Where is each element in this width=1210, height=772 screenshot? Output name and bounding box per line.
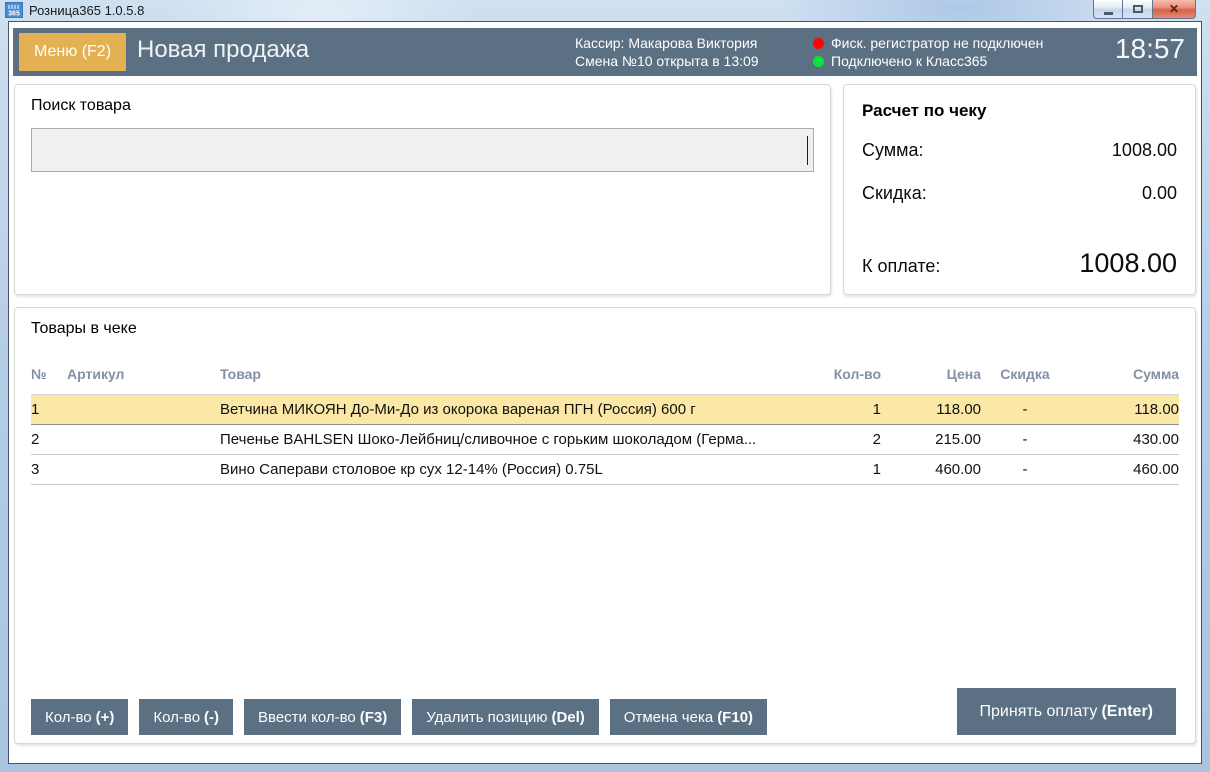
titlebar-left: 365 Розница365 1.0.5.8 — [5, 2, 144, 18]
window-title: Розница365 1.0.5.8 — [29, 2, 145, 18]
maximize-button[interactable] — [1123, 0, 1152, 19]
cell-sum: 430.00 — [1133, 431, 1179, 448]
status-indicators: Фиск. регистратор не подключен Подключен… — [813, 34, 1043, 70]
cell-sum: 460.00 — [1133, 461, 1179, 478]
cell-article — [67, 425, 220, 455]
close-icon: ✕ — [1168, 2, 1180, 16]
col-sum: Сумма — [1069, 354, 1179, 395]
cell-price: 118.00 — [881, 394, 981, 425]
close-button[interactable]: ✕ — [1152, 0, 1196, 19]
cancel-receipt-label: Отмена чека — [623, 708, 714, 726]
enter-qty-key: (F3) — [359, 708, 388, 726]
top-row: Поиск товара Расчет по чеку Сумма: 1008.… — [14, 84, 1196, 295]
qty-plus-button[interactable]: Кол-во (+) — [31, 699, 129, 735]
cell-product: Печенье BAHLSEN Шоко-Лейбниц/сливочное с… — [220, 431, 757, 448]
qty-plus-key: (+) — [95, 708, 115, 726]
cell-discount: - — [1022, 431, 1028, 448]
col-qty: Кол-во — [791, 354, 881, 395]
accept-payment-key: (Enter) — [1101, 702, 1153, 720]
col-product: Товар — [220, 354, 791, 395]
col-article: Артикул — [67, 354, 220, 395]
minimize-button[interactable] — [1093, 0, 1123, 19]
sum-value: 1008.00 — [1111, 140, 1177, 160]
cell-product: Вино Саперави столовое кр сух 12-14% (Ро… — [220, 461, 603, 478]
maximize-icon — [1132, 5, 1143, 13]
minimize-icon — [1103, 12, 1113, 15]
discount-label: Скидка: — [862, 183, 927, 203]
page-title: Новая продажа — [137, 36, 310, 63]
status-green-dot-icon — [813, 55, 824, 67]
text-caret — [807, 136, 808, 165]
cancel-receipt-button[interactable]: Отмена чека (F10) — [609, 699, 768, 735]
accept-payment-label: Принять оплату — [979, 702, 1098, 720]
cell-article — [67, 455, 220, 485]
product-search-panel: Поиск товара — [14, 84, 831, 295]
table-row[interactable]: 1 Ветчина МИКОЯН До-Ми-До из окорока вар… — [31, 394, 1179, 425]
svg-text:365: 365 — [8, 11, 20, 18]
cell-num: 2 — [31, 431, 40, 448]
table-row[interactable]: 3 Вино Саперави столовое кр сух 12-14% (… — [31, 455, 1179, 485]
table-row[interactable]: 2 Печенье BAHLSEN Шоко-Лейбниц/сливочное… — [31, 425, 1179, 455]
sum-label: Сумма: — [862, 140, 924, 160]
receipt-items-panel: Товары в чеке № Артикул Товар Кол-во Цен… — [14, 307, 1196, 744]
fiscal-status-label: Фиск. регистратор не подключен — [831, 35, 1044, 51]
titlebar[interactable]: 365 Розница365 1.0.5.8 ✕ — [0, 0, 1210, 22]
cancel-receipt-key: (F10) — [717, 708, 754, 726]
enter-qty-button[interactable]: Ввести кол-во (F3) — [244, 699, 402, 735]
col-price: Цена — [881, 354, 981, 395]
items-table: № Артикул Товар Кол-во Цена Скидка Сумма… — [31, 354, 1179, 485]
cell-qty: 1 — [872, 461, 881, 478]
cashier-name: Кассир: Макарова Виктория — [575, 35, 758, 51]
cell-num: 1 — [31, 394, 67, 425]
status-red-dot-icon — [813, 37, 824, 49]
cashier-info: Кассир: Макарова Виктория Смена №10 откр… — [575, 34, 759, 70]
app-icon: 365 — [5, 2, 23, 18]
qty-minus-button[interactable]: Кол-во (-) — [139, 699, 234, 735]
shift-info: Смена №10 открыта в 13:09 — [575, 53, 759, 69]
window-controls: ✕ — [1093, 0, 1196, 19]
qty-minus-key: (-) — [204, 708, 220, 726]
cell-price: 215.00 — [935, 431, 981, 448]
discount-value: 0.00 — [1141, 183, 1177, 203]
discount-row: Скидка: 0.00 — [862, 183, 1177, 204]
delete-position-key: (Del) — [551, 708, 585, 726]
cell-num: 3 — [31, 461, 40, 478]
accept-payment-button[interactable]: Принять оплату (Enter) — [956, 688, 1176, 735]
fiscal-status: Фиск. регистратор не подключен — [813, 34, 1043, 52]
cell-qty: 2 — [872, 431, 881, 448]
cell-qty: 1 — [791, 394, 881, 425]
enter-qty-label: Ввести кол-во — [258, 708, 356, 726]
clock: 18:57 — [1114, 33, 1185, 64]
delete-position-label: Удалить позицию — [426, 708, 548, 726]
calc-panel-title: Расчет по чеку — [862, 101, 987, 120]
cell-discount: - — [981, 394, 1069, 425]
cell-product: Ветчина МИКОЯН До-Ми-До из окорока варен… — [220, 394, 791, 425]
total-row: К оплате: 1008.00 — [862, 248, 1177, 279]
cell-sum: 118.00 — [1069, 394, 1179, 425]
qty-minus-label: Кол-во — [153, 708, 201, 726]
client-area: Меню (F2) Новая продажа Кассир: Макарова… — [8, 21, 1202, 764]
qty-plus-label: Кол-во — [45, 708, 92, 726]
cell-article — [67, 394, 220, 425]
items-table-header: № Артикул Товар Кол-во Цена Скидка Сумма — [31, 354, 1179, 395]
cell-price: 460.00 — [935, 461, 981, 478]
delete-position-button[interactable]: Удалить позицию (Del) — [412, 699, 599, 735]
receipt-calc-panel: Расчет по чеку Сумма: 1008.00 Скидка: 0.… — [843, 84, 1196, 295]
actions-bar: Кол-во (+) Кол-во (-) Ввести кол-во (F3) Уд… — [31, 688, 1179, 735]
class365-status-label: Подключено к Класс365 — [831, 53, 988, 69]
class365-status: Подключено к Класс365 — [813, 52, 1043, 70]
menu-button[interactable]: Меню (F2) — [19, 33, 127, 71]
sum-row: Сумма: 1008.00 — [862, 140, 1177, 161]
search-panel-title: Поиск товара — [31, 97, 131, 114]
product-search-input[interactable] — [31, 128, 814, 172]
app-header: Меню (F2) Новая продажа Кассир: Макарова… — [13, 28, 1197, 76]
cell-discount: - — [1022, 461, 1028, 478]
total-value: 1008.00 — [1079, 248, 1177, 278]
total-label: К оплате: — [862, 256, 941, 276]
col-discount: Скидка — [981, 354, 1069, 395]
items-panel-title: Товары в чеке — [31, 320, 137, 337]
col-num: № — [31, 354, 67, 395]
